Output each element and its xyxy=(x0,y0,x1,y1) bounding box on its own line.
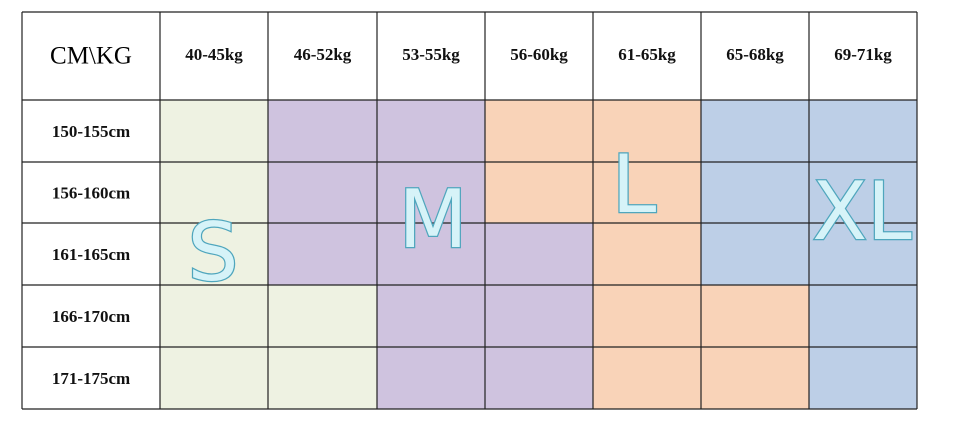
size-cell xyxy=(160,223,268,285)
size-cell xyxy=(593,223,701,285)
size-cell xyxy=(268,162,377,223)
row-header: 161-165cm xyxy=(52,245,130,264)
column-header: 56-60kg xyxy=(510,45,568,64)
size-cell xyxy=(701,162,809,223)
size-cell xyxy=(160,285,268,347)
size-cell xyxy=(701,223,809,285)
size-cell xyxy=(485,285,593,347)
row-header: 166-170cm xyxy=(52,307,130,326)
size-cell xyxy=(485,223,593,285)
size-cell xyxy=(701,347,809,409)
column-header: 53-55kg xyxy=(402,45,460,64)
size-cell xyxy=(160,347,268,409)
size-cell xyxy=(377,223,485,285)
size-cell xyxy=(485,347,593,409)
column-header: 65-68kg xyxy=(726,45,784,64)
size-cell xyxy=(160,162,268,223)
size-cell xyxy=(809,347,917,409)
size-cell xyxy=(377,285,485,347)
size-cell xyxy=(701,285,809,347)
size-cell xyxy=(809,223,917,285)
size-cell xyxy=(268,347,377,409)
size-cell xyxy=(268,285,377,347)
size-letter: M xyxy=(398,173,467,266)
size-cell xyxy=(377,100,485,162)
column-header: 61-65kg xyxy=(618,45,676,64)
size-cell xyxy=(160,100,268,162)
size-cell xyxy=(485,162,593,223)
size-cell xyxy=(593,162,701,223)
size-cell xyxy=(485,100,593,162)
corner-label: CM\KG xyxy=(50,43,132,70)
size-cell xyxy=(268,100,377,162)
row-header: 150-155cm xyxy=(52,122,130,141)
row-header: 171-175cm xyxy=(52,369,130,388)
size-letter: S xyxy=(188,206,239,299)
size-letter: XL xyxy=(812,165,912,258)
size-cell xyxy=(809,162,917,223)
size-cell xyxy=(593,285,701,347)
row-header: 156-160cm xyxy=(52,183,130,202)
size-cell xyxy=(809,285,917,347)
size-cell xyxy=(268,223,377,285)
column-header: 40-45kg xyxy=(185,45,243,64)
size-cell xyxy=(593,347,701,409)
size-letter: L xyxy=(612,138,657,231)
size-cell xyxy=(809,100,917,162)
size-cell xyxy=(377,347,485,409)
size-cell xyxy=(593,100,701,162)
size-cell xyxy=(377,162,485,223)
column-header: 69-71kg xyxy=(834,45,892,64)
column-header: 46-52kg xyxy=(294,45,352,64)
size-cell xyxy=(701,100,809,162)
